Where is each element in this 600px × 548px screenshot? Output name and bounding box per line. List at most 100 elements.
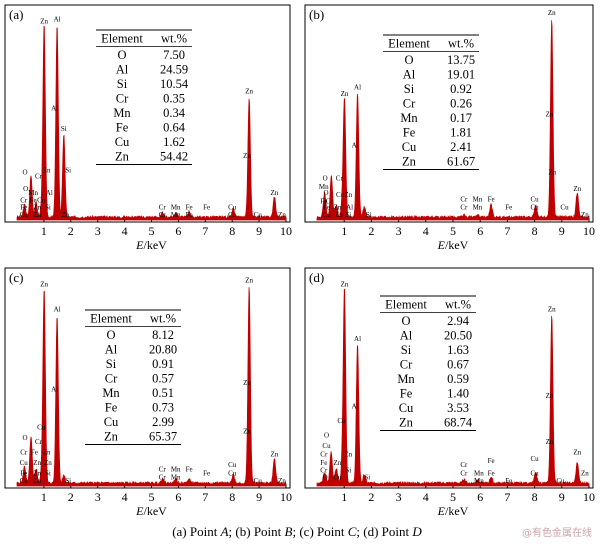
peak-label: Al <box>346 204 353 212</box>
x-tick-label: 5 <box>149 224 155 238</box>
x-tick-label: 1 <box>41 490 47 504</box>
table-cell-element: Cu <box>399 401 414 415</box>
peak-label: Zn <box>271 451 279 459</box>
peak-label: Cu <box>37 196 46 204</box>
peak-label: Zn <box>548 9 556 17</box>
peak-label: Fe <box>186 204 193 212</box>
caption-part: ; (b) Point <box>229 524 285 539</box>
x-tick-label: 9 <box>559 224 565 238</box>
figure-caption: (a) Point A; (b) Point B; (c) Point C; (… <box>172 524 422 539</box>
peak-label: Al <box>354 84 361 92</box>
table-cell-value: 0.67 <box>447 358 469 372</box>
table-cell-value: 0.73 <box>152 401 174 415</box>
table-cell-element: Cr <box>400 358 413 372</box>
peak-label: Zn <box>278 211 286 219</box>
peak-label: Al <box>354 335 361 343</box>
x-tick-label: 9 <box>559 490 565 504</box>
x-tick-label: 10 <box>583 490 595 504</box>
table-cell-element: O <box>106 328 115 342</box>
peak-label: Cu <box>337 417 346 425</box>
x-tick-label: 2 <box>68 224 74 238</box>
peak-label: Si <box>45 204 51 212</box>
table-cell-value: 8.12 <box>152 328 174 342</box>
x-tick-label: 6 <box>175 490 181 504</box>
x-tick-label: 3 <box>95 224 101 238</box>
panel-frame <box>304 4 594 223</box>
table-cell-value: 19.01 <box>447 68 475 82</box>
x-tick-label: 10 <box>280 490 292 504</box>
peak-label: Zn <box>581 470 589 478</box>
peak-label: O <box>23 434 28 442</box>
table-cell-value: 65.37 <box>149 430 177 444</box>
peak-label: Mn <box>473 204 483 212</box>
table-cell-value: 3.53 <box>447 401 469 415</box>
x-tick-label: 8 <box>229 490 235 504</box>
x-tick-label: 1 <box>41 224 47 238</box>
panel-label: (b) <box>309 7 324 22</box>
peak-label: Cu <box>531 470 540 478</box>
peak-label: Zn <box>548 306 556 314</box>
table-cell-element: Zn <box>399 416 414 430</box>
peak-label: Zn <box>344 451 352 459</box>
table-cell-element: Fe <box>403 126 416 140</box>
peak-label: Cu <box>254 477 263 485</box>
peak-label: Si <box>364 474 370 482</box>
peak-label: Cr <box>20 449 28 457</box>
peak-label: Cu <box>531 455 540 463</box>
peak-label: Zn <box>62 211 70 219</box>
peak-label: Zn <box>243 152 251 160</box>
peak-label: O <box>23 185 28 193</box>
table-cell-element: O <box>404 53 413 67</box>
x-tick-label: 2 <box>368 490 374 504</box>
x-tick-label: 4 <box>122 490 128 504</box>
caption-part: C <box>348 524 357 539</box>
table-cell-value: 0.26 <box>450 97 472 111</box>
peak-label: Cu <box>254 211 263 219</box>
table-cell-value: 2.41 <box>450 140 472 154</box>
peak-label: Cr <box>460 204 468 212</box>
peak-label: Fe <box>203 204 210 212</box>
composition-table: Element wt.% O 7.50 Al 24.59 Si 10.54 Cr 0.35 Mn 0.… <box>94 29 194 166</box>
peak-label: Zn <box>40 17 48 25</box>
peak-label: Fe <box>323 204 330 212</box>
table-cell-value: 1.40 <box>447 387 469 401</box>
peak-label: O <box>23 168 28 176</box>
peak-label: Al <box>54 306 61 314</box>
peak-label: Cr <box>159 474 167 482</box>
peak-label: Cu <box>531 204 540 212</box>
peak-label: Cu <box>560 204 569 212</box>
x-tick-label: 10 <box>583 224 595 238</box>
peak-label: Zn <box>43 166 51 174</box>
peak-label: Cr <box>320 466 328 474</box>
peak-label: Mn <box>474 470 484 478</box>
composition-table: Element wt.% O 2.94 Al 20.50 Si 1.63 Cr 0.67 Mn 0.5… <box>378 295 478 432</box>
peak-label: Cu <box>228 461 237 469</box>
caption-part: ; (c) Point <box>292 524 347 539</box>
peak-label: Zn <box>243 428 251 436</box>
table-cell-element: Al <box>403 68 416 82</box>
peak-label: Mn <box>171 474 181 482</box>
table-header: Element <box>388 37 430 51</box>
peak-label: Cr <box>460 195 468 203</box>
table-background <box>83 309 183 446</box>
table-cell-element: O <box>117 48 126 62</box>
peak-label: Zn <box>33 459 41 467</box>
peak-label: Fe <box>203 470 210 478</box>
peak-label: Fe <box>488 195 495 203</box>
table-cell-element: Mn <box>400 111 418 125</box>
peak-label: Si <box>345 466 351 474</box>
x-tick-label: 4 <box>423 490 429 504</box>
x-tick-label: 6 <box>477 224 483 238</box>
peak-label: Si <box>366 211 372 219</box>
peak-label: Cr <box>326 197 334 205</box>
peak-label: Zn <box>33 470 41 478</box>
table-cell-value: 0.59 <box>447 372 469 386</box>
table-cell-value: 13.75 <box>447 53 475 67</box>
peak-label: Si <box>345 211 351 219</box>
peak-label: Fe <box>186 211 193 219</box>
table-cell-element: Zn <box>104 430 119 444</box>
peak-label: Cu <box>37 423 46 431</box>
table-cell-element: Si <box>117 77 128 91</box>
